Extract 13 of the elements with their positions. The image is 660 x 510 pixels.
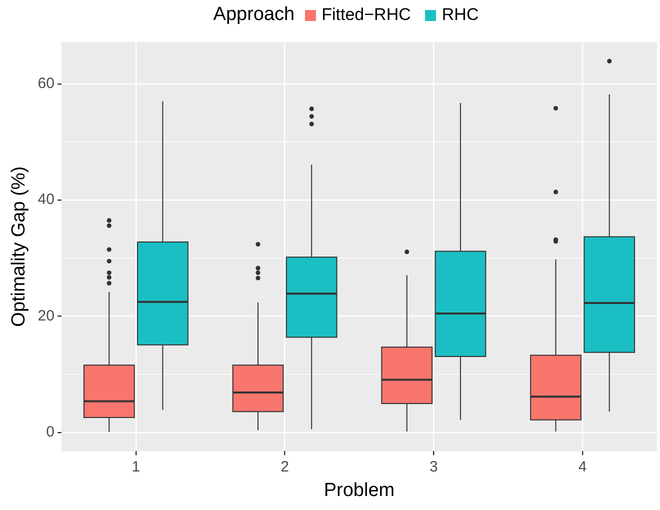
y-tick-label: 20 — [38, 307, 54, 324]
y-axis-title: Optimality Gap (%) — [8, 166, 30, 327]
y-tick-label: 40 — [38, 191, 54, 208]
legend-title: Approach — [213, 4, 295, 26]
legend-label: RHC — [442, 5, 479, 25]
x-tick-label: 4 — [578, 458, 587, 476]
y-tick-label: 0 — [46, 424, 54, 441]
x-tick-label: 1 — [132, 458, 140, 476]
x-tick-label: 2 — [280, 458, 289, 476]
y-tick-label: 60 — [38, 74, 54, 92]
x-tick-label: 3 — [430, 458, 438, 476]
x-axis-title: Problem — [324, 480, 395, 501]
legend-label: Fitted−RHC — [322, 5, 411, 25]
